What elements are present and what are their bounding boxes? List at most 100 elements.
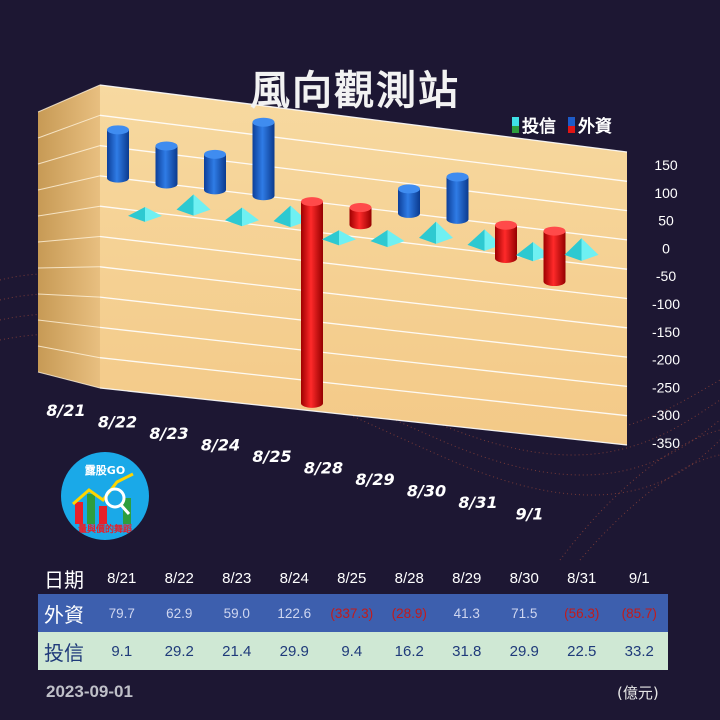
gridline-side xyxy=(37,236,101,243)
table-cell: 31.8 xyxy=(452,642,482,660)
gridline-side xyxy=(37,266,101,269)
bar-trust xyxy=(564,238,599,261)
bar-foreign-body xyxy=(252,122,275,201)
bar-foreign-body xyxy=(543,231,566,287)
bar-trust-right xyxy=(193,194,211,216)
gridline xyxy=(99,114,628,182)
bar-trust xyxy=(370,229,405,248)
y-tick-label: 50 xyxy=(658,213,674,229)
table-cell: 29.9 xyxy=(279,642,309,660)
legend-item-foreign: 外資 xyxy=(568,112,612,137)
chart-marks xyxy=(107,117,599,408)
gridline xyxy=(99,235,628,300)
bar-foreign-body xyxy=(301,201,323,408)
gridline-side xyxy=(37,205,101,217)
bar-trust-right xyxy=(436,221,453,244)
bar-foreign xyxy=(204,149,226,195)
y-tick-label: -150 xyxy=(652,324,680,340)
gridline xyxy=(99,144,628,212)
bar-trust-left xyxy=(516,242,533,262)
table-cell: 21.4 xyxy=(222,642,252,660)
gridline-side xyxy=(37,345,101,359)
chart-side-wall xyxy=(38,85,100,388)
bar-trust xyxy=(176,194,211,216)
gridline xyxy=(99,387,628,446)
gridline xyxy=(99,296,628,358)
table-cell: 71.5 xyxy=(511,605,538,621)
x-tick-label: 8/24 xyxy=(201,436,240,455)
bar-foreign-body xyxy=(495,225,517,263)
bar-foreign-body xyxy=(107,129,129,183)
bar-foreign xyxy=(495,220,517,263)
table-cell: 59.0 xyxy=(223,605,250,621)
bar-foreign-body xyxy=(155,146,178,189)
bar-foreign xyxy=(301,197,323,408)
table-cell: 9.1 xyxy=(111,642,133,660)
table-cell: 22.5 xyxy=(567,642,597,660)
table-cell: 33.2 xyxy=(624,642,654,660)
bar-trust-left xyxy=(564,238,582,261)
bar-foreign xyxy=(155,141,178,189)
table-row-trust: 投信 9.1 29.2 21.4 29.9 9.4 16.2 31.8 29.9… xyxy=(38,632,668,670)
chart-back-wall xyxy=(100,85,627,445)
bar-foreign-cap xyxy=(252,117,275,127)
bar-trust xyxy=(225,207,259,227)
table-row-label: 日期 xyxy=(44,569,84,592)
y-tick-label: -300 xyxy=(652,407,680,423)
legend-swatch-trust xyxy=(512,116,519,133)
table-cell: (337.3) xyxy=(330,605,374,621)
logo-chart-icon xyxy=(72,472,134,524)
bar-foreign xyxy=(252,117,275,201)
bar-foreign-cap xyxy=(301,197,323,207)
table-cell: 8/30 xyxy=(509,569,539,587)
bar-foreign xyxy=(543,226,566,287)
table-row-foreign: 外資 79.7 62.9 59.0 122.6 (337.3) (28.9) 4… xyxy=(38,594,668,632)
table-cell: 8/23 xyxy=(222,569,252,587)
bar-foreign xyxy=(349,203,372,230)
table-cell: 8/31 xyxy=(567,569,597,587)
y-axis: 150 100 50 0 -50 -100 -150 -200 -250 -300 -350 xyxy=(652,157,680,451)
table-cell: 8/21 xyxy=(107,569,137,587)
gridline xyxy=(99,357,628,417)
bar-foreign-body xyxy=(204,154,226,195)
gridline-side xyxy=(37,293,101,298)
legend-label-foreign: 外資 xyxy=(578,117,612,137)
bar-foreign-cap xyxy=(349,203,372,213)
y-tick-label: -350 xyxy=(652,435,680,451)
y-tick-label: -50 xyxy=(656,268,676,284)
gridline-side xyxy=(37,145,101,165)
x-tick-label: 8/22 xyxy=(98,413,137,432)
bar-trust-left xyxy=(467,229,485,251)
bar-trust-left xyxy=(322,230,339,246)
table-cell: 122.6 xyxy=(277,605,312,621)
x-tick-label: 8/28 xyxy=(304,459,343,478)
bar-foreign-cap xyxy=(398,184,420,194)
table-cell: (28.9) xyxy=(391,605,427,621)
table-cell: 79.7 xyxy=(108,605,135,621)
logo: 露股GO 量與價的舞蹈 xyxy=(61,452,149,540)
y-tick-label: 150 xyxy=(654,157,678,173)
bar-trust-right xyxy=(581,238,599,261)
gridline xyxy=(99,326,628,388)
bar-trust-left xyxy=(419,221,436,244)
legend: 投信 外資 xyxy=(512,112,612,137)
bar-trust-left xyxy=(370,229,388,248)
gridline-side xyxy=(37,84,101,113)
table-cell: 8/28 xyxy=(394,569,424,587)
data-table: 日期 8/21 8/22 8/23 8/24 8/25 8/28 8/29 8/… xyxy=(38,562,668,670)
y-tick-label: 100 xyxy=(654,185,678,201)
table-cell: (56.3) xyxy=(564,605,600,621)
x-tick-label: 8/23 xyxy=(149,424,188,443)
x-tick-label: 8/29 xyxy=(355,470,394,489)
bar-trust xyxy=(322,230,356,246)
bar-trust-left xyxy=(273,205,291,228)
x-axis: 8/21 8/22 8/23 8/24 8/25 8/28 8/29 8/30 8/31 9/1 xyxy=(46,401,543,524)
logo-bottom-text: 量與價的舞蹈 xyxy=(77,525,132,535)
legend-swatch-foreign xyxy=(568,116,575,133)
table-cell: (85.7) xyxy=(621,605,657,621)
bar-foreign-cap xyxy=(543,226,566,236)
x-tick-label: 8/21 xyxy=(46,401,85,420)
bar-foreign-body xyxy=(446,176,469,224)
gridlines xyxy=(37,84,628,446)
bar-foreign-body xyxy=(349,207,372,230)
